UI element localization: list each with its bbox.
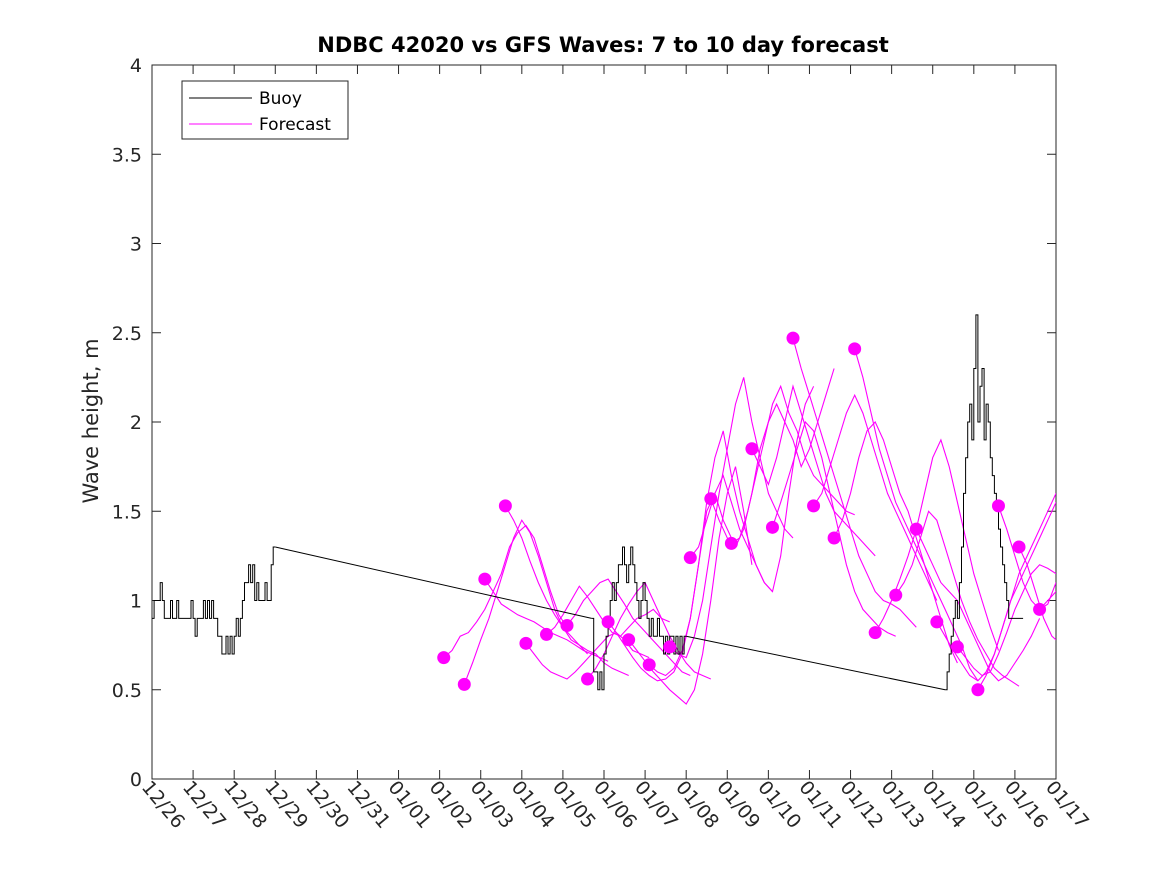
y-tick-label: 3.5 xyxy=(112,144,142,166)
forecast-start-marker-20 xyxy=(827,531,841,545)
forecast-line-28 xyxy=(997,505,1056,611)
forecast-start-marker-27 xyxy=(971,683,985,697)
forecast-start-marker-24 xyxy=(909,522,923,536)
forecast-line-24 xyxy=(915,528,1041,682)
forecast-start-marker-9 xyxy=(601,615,615,629)
forecast-start-marker-17 xyxy=(765,520,779,534)
forecast-line-12 xyxy=(669,377,794,659)
chart-title: NDBC 42020 vs GFS Waves: 7 to 10 day for… xyxy=(317,33,888,57)
forecast-line-16 xyxy=(751,384,876,557)
y-tick-label: 0.5 xyxy=(112,680,142,702)
forecast-line-21 xyxy=(854,348,979,682)
buoy-line-segment-5 xyxy=(945,314,1024,691)
forecast-start-marker-11 xyxy=(642,658,656,672)
forecast-line-18 xyxy=(792,337,917,628)
forecast-start-marker-4 xyxy=(498,499,512,513)
forecast-line-26 xyxy=(956,564,1056,677)
forecast-line-11 xyxy=(648,430,773,677)
forecast-line-8 xyxy=(587,581,712,680)
forecast-start-marker-15 xyxy=(724,536,738,550)
y-tick-label: 4 xyxy=(130,55,142,77)
forecast-line-13 xyxy=(689,386,815,593)
y-tick-label: 0 xyxy=(130,769,142,791)
y-axis-label: Wave height, m xyxy=(79,338,103,503)
forecast-start-marker-29 xyxy=(1012,540,1026,554)
forecast-line-17 xyxy=(771,420,896,637)
y-tick-label: 2.5 xyxy=(112,323,142,345)
forecast-start-marker-3 xyxy=(478,572,492,586)
forecast-start-marker-12 xyxy=(663,640,677,654)
forecast-start-marker-6 xyxy=(539,627,553,641)
forecast-start-marker-19 xyxy=(807,499,821,513)
forecast-start-marker-28 xyxy=(991,499,1005,513)
forecast-start-marker-1 xyxy=(437,651,451,665)
forecast-start-marker-14 xyxy=(704,492,718,506)
buoy-line-segment-4 xyxy=(686,635,946,691)
legend-box xyxy=(181,80,349,140)
forecast-start-marker-26 xyxy=(950,640,964,654)
legend: Buoy Forecast xyxy=(181,80,349,140)
forecast-start-marker-10 xyxy=(622,633,636,647)
forecast-line-20 xyxy=(833,421,958,664)
y-tick-label: 3 xyxy=(130,234,142,256)
forecast-start-marker-21 xyxy=(848,342,862,356)
y-tick-label: 1 xyxy=(130,591,142,613)
forecast-start-marker-22 xyxy=(868,626,882,640)
forecast-line-2 xyxy=(463,519,589,685)
forecast-start-marker-30 xyxy=(1033,602,1047,616)
buoy-line-segment-2 xyxy=(275,546,592,619)
forecast-start-marker-5 xyxy=(519,636,533,650)
forecast-line-27 xyxy=(977,502,1056,691)
buoy-line-segment-1 xyxy=(152,546,276,655)
forecast-start-marker-16 xyxy=(745,442,759,456)
forecast-start-marker-23 xyxy=(889,588,903,602)
forecast-start-marker-7 xyxy=(560,618,574,632)
legend-forecast-label: Forecast xyxy=(259,115,331,135)
forecast-line-7 xyxy=(566,578,691,677)
forecast-start-marker-8 xyxy=(581,672,595,686)
forecast-start-marker-2 xyxy=(457,677,471,691)
forecast-start-marker-18 xyxy=(786,331,800,345)
forecast-line-19 xyxy=(813,393,938,601)
forecast-start-marker-25 xyxy=(930,615,944,629)
forecast-line-15 xyxy=(731,384,855,544)
legend-buoy-label: Buoy xyxy=(259,89,302,109)
y-tick-label: 2 xyxy=(130,412,142,434)
forecast-start-marker-13 xyxy=(683,551,697,565)
forecast-line-1 xyxy=(443,524,568,659)
forecast-line-23 xyxy=(895,510,1020,687)
y-tick-label: 1.5 xyxy=(112,501,142,523)
